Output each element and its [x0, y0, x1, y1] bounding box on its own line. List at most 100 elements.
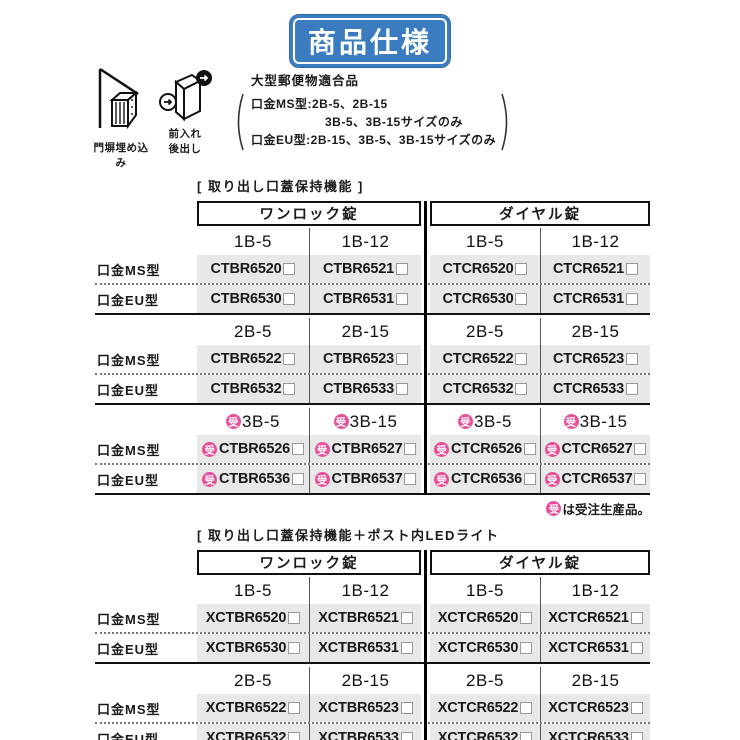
size-header: 1B-12: [309, 228, 421, 255]
product-code-cell: XCTBR6522: [197, 694, 309, 722]
row-label: 口金MS型: [95, 604, 197, 632]
product-code-cell: 受 CTCR6536: [430, 465, 540, 493]
color-suffix-box: [395, 383, 408, 395]
product-code: XCTCR6523: [548, 700, 629, 716]
color-suffix-box: [520, 702, 533, 714]
color-suffix-box: [634, 473, 647, 485]
color-suffix-box: [625, 353, 638, 365]
color-suffix-box: [404, 473, 417, 485]
color-suffix-box: [515, 263, 528, 275]
feature-section: 門塀埋め込み 前入れ 後出し 大型郵便物適合品: [90, 64, 650, 169]
color-suffix-box: [625, 263, 638, 275]
made-to-order-badge: 受: [546, 500, 562, 516]
color-suffix-box: [634, 443, 647, 455]
product-code: XCTBR6532: [205, 730, 287, 740]
product-code-cell: 受 CTBR6537: [309, 465, 421, 493]
embed-in-wall-icon: [90, 66, 152, 138]
color-suffix-box: [395, 293, 408, 305]
color-suffix-box: [625, 293, 638, 305]
color-suffix-box: [630, 702, 643, 714]
table-row: 口金MS型 XCTBR6522 XCTBR6523 XCTCR6522 XCTC…: [95, 694, 650, 722]
product-code-cell: XCTBR6520: [197, 604, 309, 632]
row-label: 口金MS型: [95, 345, 197, 373]
product-code-cell: XCTCR6531: [540, 634, 650, 662]
table-bottom-border: [95, 493, 650, 495]
spec-tables: [ 取り出し口蓋保持機能 ] ワンロック錠 ダイヤル錠 1B-5 1B-12 1…: [95, 176, 650, 740]
one-lock-header: ワンロック錠: [197, 550, 421, 575]
table-row: 口金EU型 XCTBR6532 XCTBR6533 XCTCR6532 XCTC…: [95, 724, 650, 740]
product-code: XCTCR6531: [548, 640, 629, 656]
size-header: 受 3B-5: [197, 408, 309, 435]
product-code-cell: CTCR6532: [430, 375, 540, 403]
made-to-order-badge: 受: [544, 441, 560, 457]
size-header: 1B-5: [234, 231, 272, 251]
row-label: 口金EU型: [95, 285, 197, 313]
color-suffix-box: [515, 383, 528, 395]
product-code: CTCR6532: [442, 381, 514, 397]
row-label: 口金EU型: [95, 375, 197, 403]
color-suffix-box: [395, 263, 408, 275]
color-suffix-box: [515, 293, 528, 305]
product-code: CTBR6520: [210, 261, 282, 277]
color-suffix-box: [625, 383, 638, 395]
color-suffix-box: [288, 702, 301, 714]
size-header: 受 3B-5: [430, 408, 540, 435]
product-code: CTCR6523: [553, 351, 624, 367]
row-label: 口金MS型: [95, 255, 197, 283]
table-row: 口金MS型 受 CTBR6526 受 CTBR6527 受 CTCR6526 受 CTC…: [95, 435, 650, 463]
made-to-order-badge: 受: [314, 471, 330, 487]
product-code: CTCR6536: [451, 471, 522, 487]
row-label: 口金MS型: [95, 694, 197, 722]
size-header-row: 1B-5 1B-12 1B-5 1B-12: [95, 577, 650, 604]
product-code-cell: XCTCR6522: [430, 694, 540, 722]
compat-heading: 大型郵便物適合品: [251, 74, 360, 88]
made-to-order-badge: 受: [314, 441, 330, 457]
table2: ワンロック錠 ダイヤル錠 1B-5 1B-12 1B-5 1B-12 口金MS型…: [95, 550, 650, 740]
product-code: XCTCR6520: [437, 610, 519, 626]
color-suffix-box: [400, 732, 413, 740]
color-suffix-box: [283, 383, 296, 395]
product-code: CTCR6526: [451, 441, 522, 457]
product-code: XCTBR6521: [318, 610, 399, 626]
color-suffix-box: [283, 293, 296, 305]
product-code: CTBR6533: [323, 381, 394, 397]
product-code: XCTCR6533: [548, 730, 629, 740]
size-header: 1B-5: [466, 231, 504, 251]
color-suffix-box: [400, 702, 413, 714]
product-code-cell: XCTCR6523: [540, 694, 650, 722]
color-suffix-box: [515, 353, 528, 365]
product-code-cell: 受 CTCR6537: [540, 465, 650, 493]
size-header: 2B-15: [309, 318, 421, 345]
product-code-cell: 受 CTBR6527: [309, 435, 421, 463]
product-code-cell: XCTBR6523: [309, 694, 421, 722]
front-in-back-out-feature: 前入れ 後出し: [156, 70, 214, 156]
size-header: 2B-5: [234, 321, 272, 341]
product-code: CTCR6522: [442, 351, 514, 367]
back-out-label: 後出し: [168, 143, 202, 155]
product-code-cell: XCTCR6530: [430, 634, 540, 662]
color-suffix-box: [283, 263, 296, 275]
product-code-cell: XCTCR6533: [540, 724, 650, 740]
made-to-order-note: 受 は受注生産品。: [95, 499, 650, 517]
color-suffix-box: [523, 443, 536, 455]
product-code: CTBR6522: [210, 351, 282, 367]
size-header: 受 3B-15: [540, 408, 650, 435]
color-suffix-box: [288, 612, 301, 624]
page-title: 商品仕様: [307, 27, 433, 58]
product-code: CTBR6527: [331, 441, 403, 457]
color-suffix-box: [283, 353, 296, 365]
size-header-row: 1B-5 1B-12 1B-5 1B-12: [95, 228, 650, 255]
right-parenthesis: [500, 93, 512, 151]
compat-line-eu: 口金EU型:2B-15、3B-5、3B-15サイズのみ: [251, 133, 497, 147]
made-to-order-badge: 受: [434, 441, 450, 457]
product-code-cell: 受 CTBR6536: [197, 465, 309, 493]
made-to-order-badge: 受: [434, 471, 450, 487]
size-header-row: 受 3B-5 受 3B-15 受 3B-5 受 3B-15: [95, 408, 650, 435]
table-row: 口金EU型 CTBR6530 CTBR6531 CTCR6530 CTCR653…: [95, 285, 650, 313]
size-header: 1B-12: [540, 228, 650, 255]
product-code: XCTCR6532: [437, 730, 519, 740]
color-suffix-box: [291, 443, 304, 455]
product-code: XCTBR6531: [318, 640, 399, 656]
product-code-cell: XCTCR6520: [430, 604, 540, 632]
